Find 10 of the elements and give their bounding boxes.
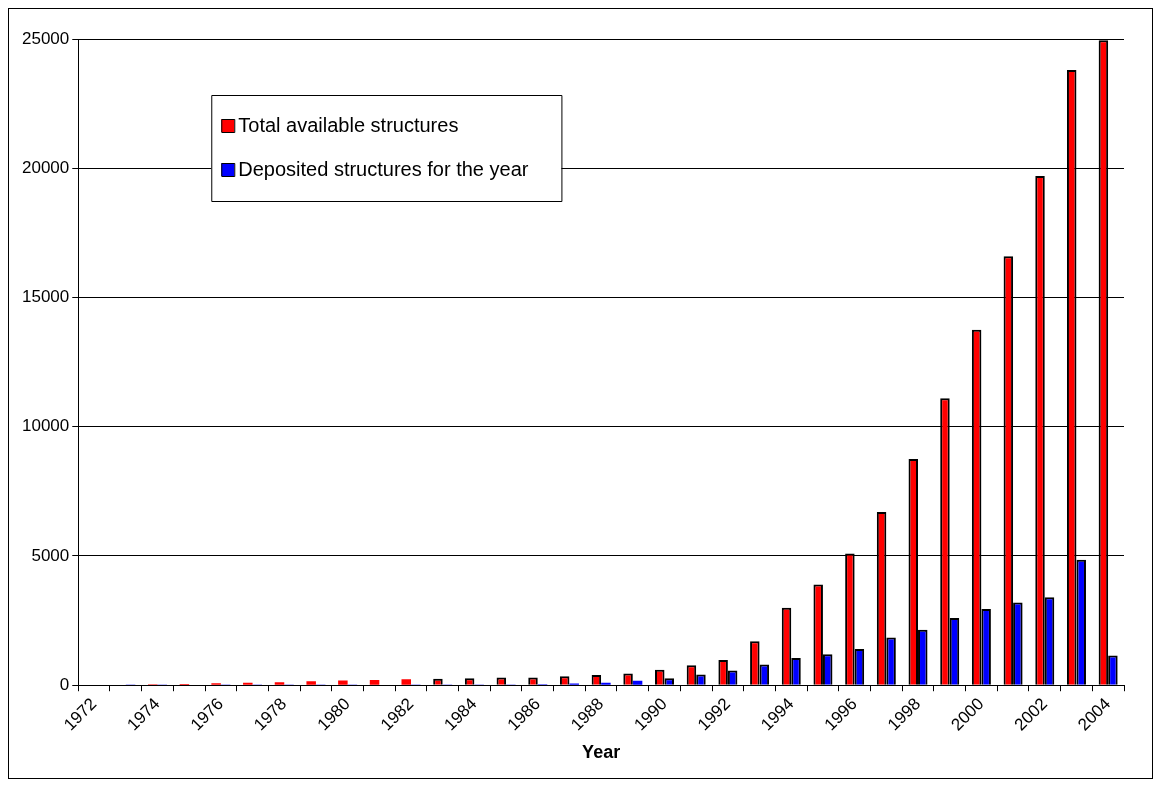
y-tick-label: 20000	[21, 157, 70, 177]
y-tick-label: 10000	[21, 416, 70, 436]
x-axis-title: Year	[582, 742, 621, 763]
y-tick-label: 25000	[21, 28, 70, 48]
y-tick-label: 5000	[31, 545, 70, 565]
legend-label: Total available structures	[238, 113, 459, 136]
bar	[601, 682, 611, 685]
y-tick-label: 15000	[21, 287, 70, 307]
y-tick-label: 0	[59, 674, 70, 694]
legend-label: Deposited structures for the year	[238, 157, 529, 180]
